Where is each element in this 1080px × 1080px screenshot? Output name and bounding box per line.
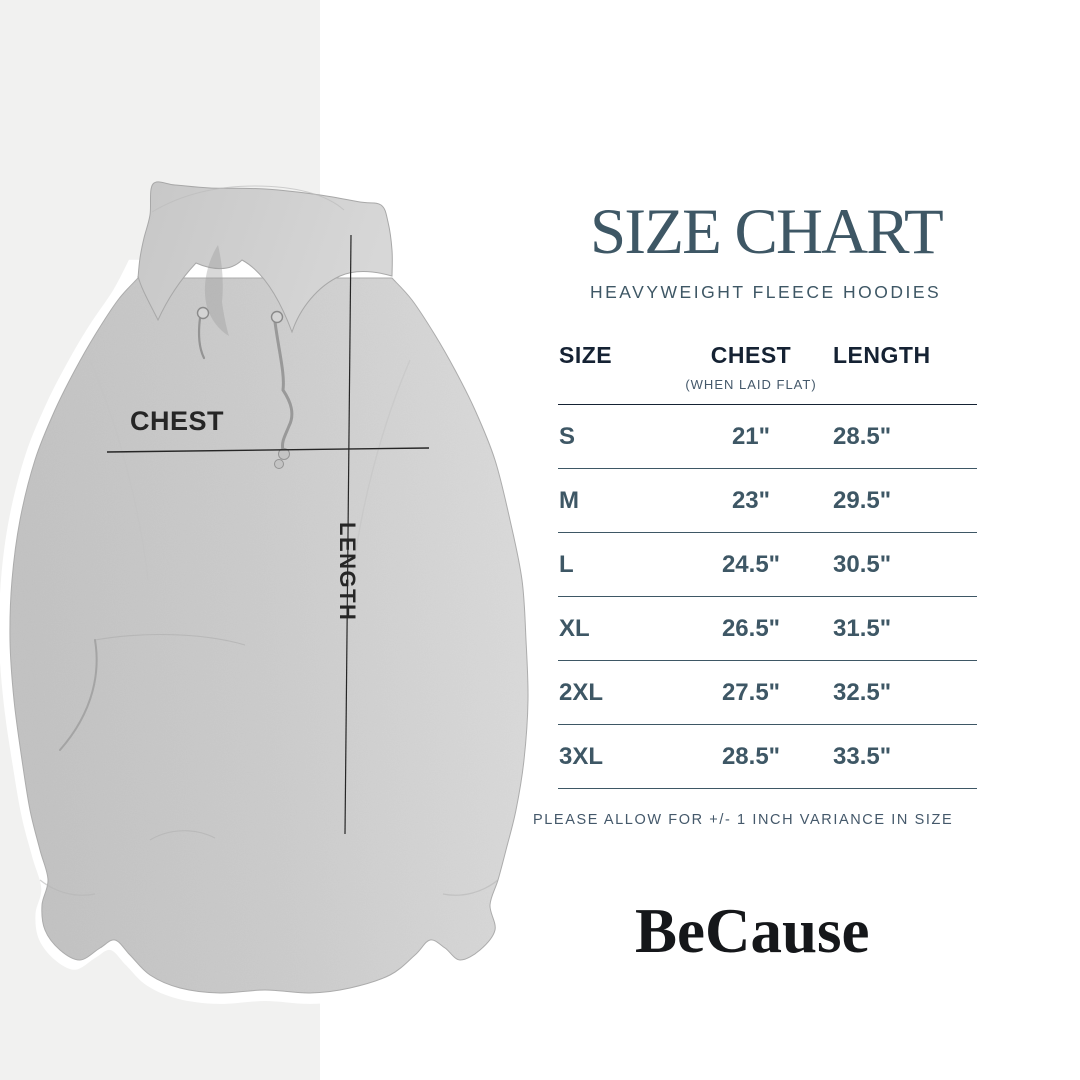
svg-text:LENGTH: LENGTH [335, 522, 360, 621]
svg-text:CHEST: CHEST [130, 406, 224, 436]
